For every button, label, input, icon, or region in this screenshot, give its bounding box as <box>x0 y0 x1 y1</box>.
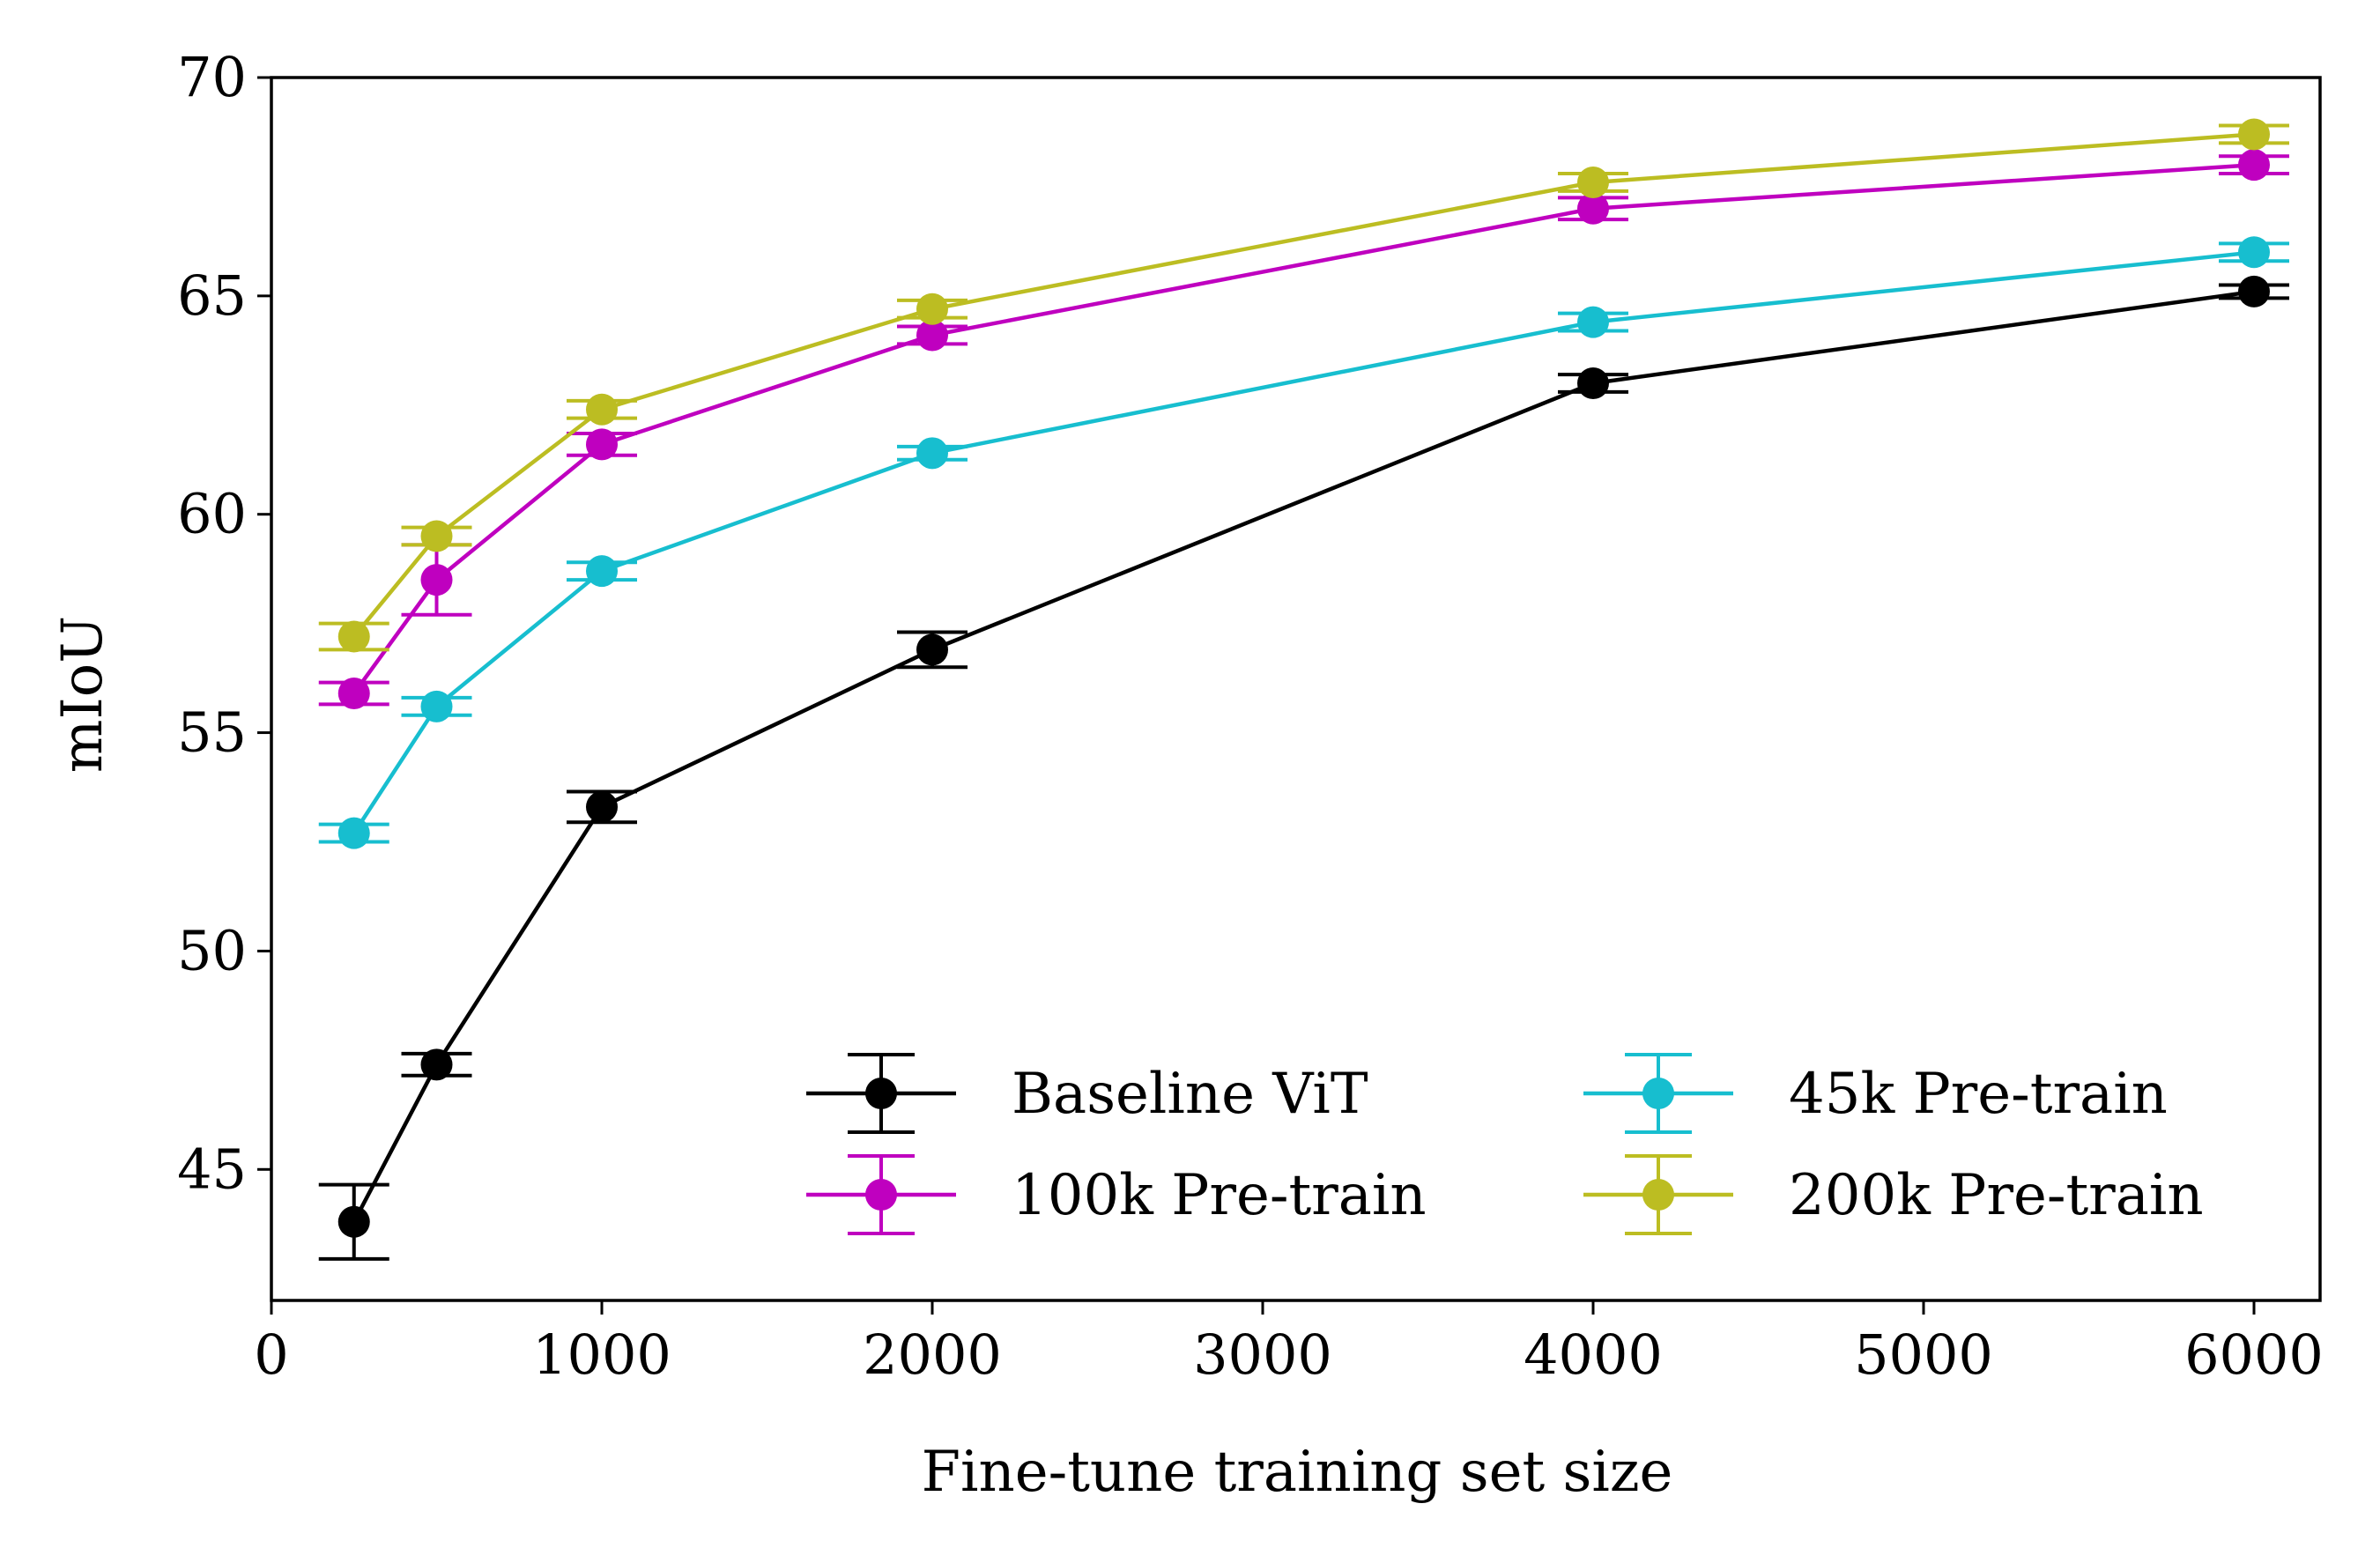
data-point <box>337 1205 370 1238</box>
data-point <box>586 555 618 588</box>
data-point <box>916 437 948 470</box>
data-point <box>586 428 618 461</box>
data-point <box>420 1048 453 1081</box>
x-tick-label: 2000 <box>863 1322 1002 1387</box>
y-tick-label: 50 <box>177 918 247 982</box>
y-tick-label: 65 <box>177 263 247 328</box>
legend-label: 45k Pre-train <box>1789 1062 2168 1127</box>
y-axis-label: mIoU <box>50 616 115 773</box>
x-tick-label: 6000 <box>2184 1322 2324 1387</box>
y-tick-label: 45 <box>177 1137 247 1201</box>
x-ticks: 0 1000 2000 3000 4000 5000 6000 <box>254 1300 2324 1387</box>
legend-marker <box>1642 1179 1674 1211</box>
legend-item: 100k Pre-train <box>806 1154 1427 1235</box>
data-point <box>337 677 370 709</box>
series-2 <box>318 149 2289 709</box>
legend-label: 200k Pre-train <box>1789 1163 2204 1228</box>
data-point <box>420 690 453 722</box>
legend: Baseline ViT 100k Pre-train 45k Pre-train 2… <box>806 1053 2204 1235</box>
y-tick-label: 60 <box>177 482 247 546</box>
data-point <box>1577 367 1609 399</box>
series-0 <box>318 275 2289 1261</box>
series-layer <box>318 118 2289 1261</box>
series-line <box>352 162 2255 695</box>
data-point <box>2238 149 2270 181</box>
data-point <box>586 393 618 426</box>
data-point <box>2238 275 2270 307</box>
series-line <box>352 250 2255 834</box>
data-point <box>586 790 618 823</box>
x-tick-label: 5000 <box>1854 1322 1993 1387</box>
data-point <box>916 293 948 325</box>
axes-frame <box>270 76 2322 1302</box>
data-point <box>1577 166 1609 198</box>
legend-marker <box>865 1078 897 1109</box>
series-line <box>352 289 2255 1223</box>
y-tick-label: 70 <box>177 45 247 109</box>
x-tick-label: 4000 <box>1524 1322 1663 1387</box>
legend-item: 200k Pre-train <box>1583 1154 2204 1235</box>
data-point <box>2238 236 2270 269</box>
x-tick-label: 1000 <box>532 1322 671 1387</box>
y-ticks: 45 50 55 60 65 70 <box>177 45 271 1201</box>
data-point <box>420 564 453 596</box>
data-point <box>337 817 370 849</box>
data-point <box>337 620 370 653</box>
x-tick-label: 0 <box>254 1322 288 1387</box>
x-axis-label: Fine-tune training set size <box>922 1440 1673 1505</box>
legend-item: Baseline ViT <box>806 1053 1368 1134</box>
legend-marker <box>1642 1078 1674 1109</box>
data-point <box>916 633 948 666</box>
data-point <box>1577 306 1609 338</box>
series-3 <box>318 118 2289 653</box>
data-point <box>420 520 453 552</box>
data-point <box>916 319 948 352</box>
data-point <box>2238 118 2270 151</box>
legend-label: 100k Pre-train <box>1012 1163 1427 1228</box>
data-point <box>1577 192 1609 225</box>
series-line <box>352 132 2255 638</box>
legend-marker <box>865 1179 897 1211</box>
legend-item: 45k Pre-train <box>1583 1053 2168 1134</box>
y-tick-label: 55 <box>177 700 247 765</box>
series-1 <box>318 236 2289 849</box>
legend-label: Baseline ViT <box>1012 1062 1368 1127</box>
x-tick-label: 3000 <box>1193 1322 1332 1387</box>
